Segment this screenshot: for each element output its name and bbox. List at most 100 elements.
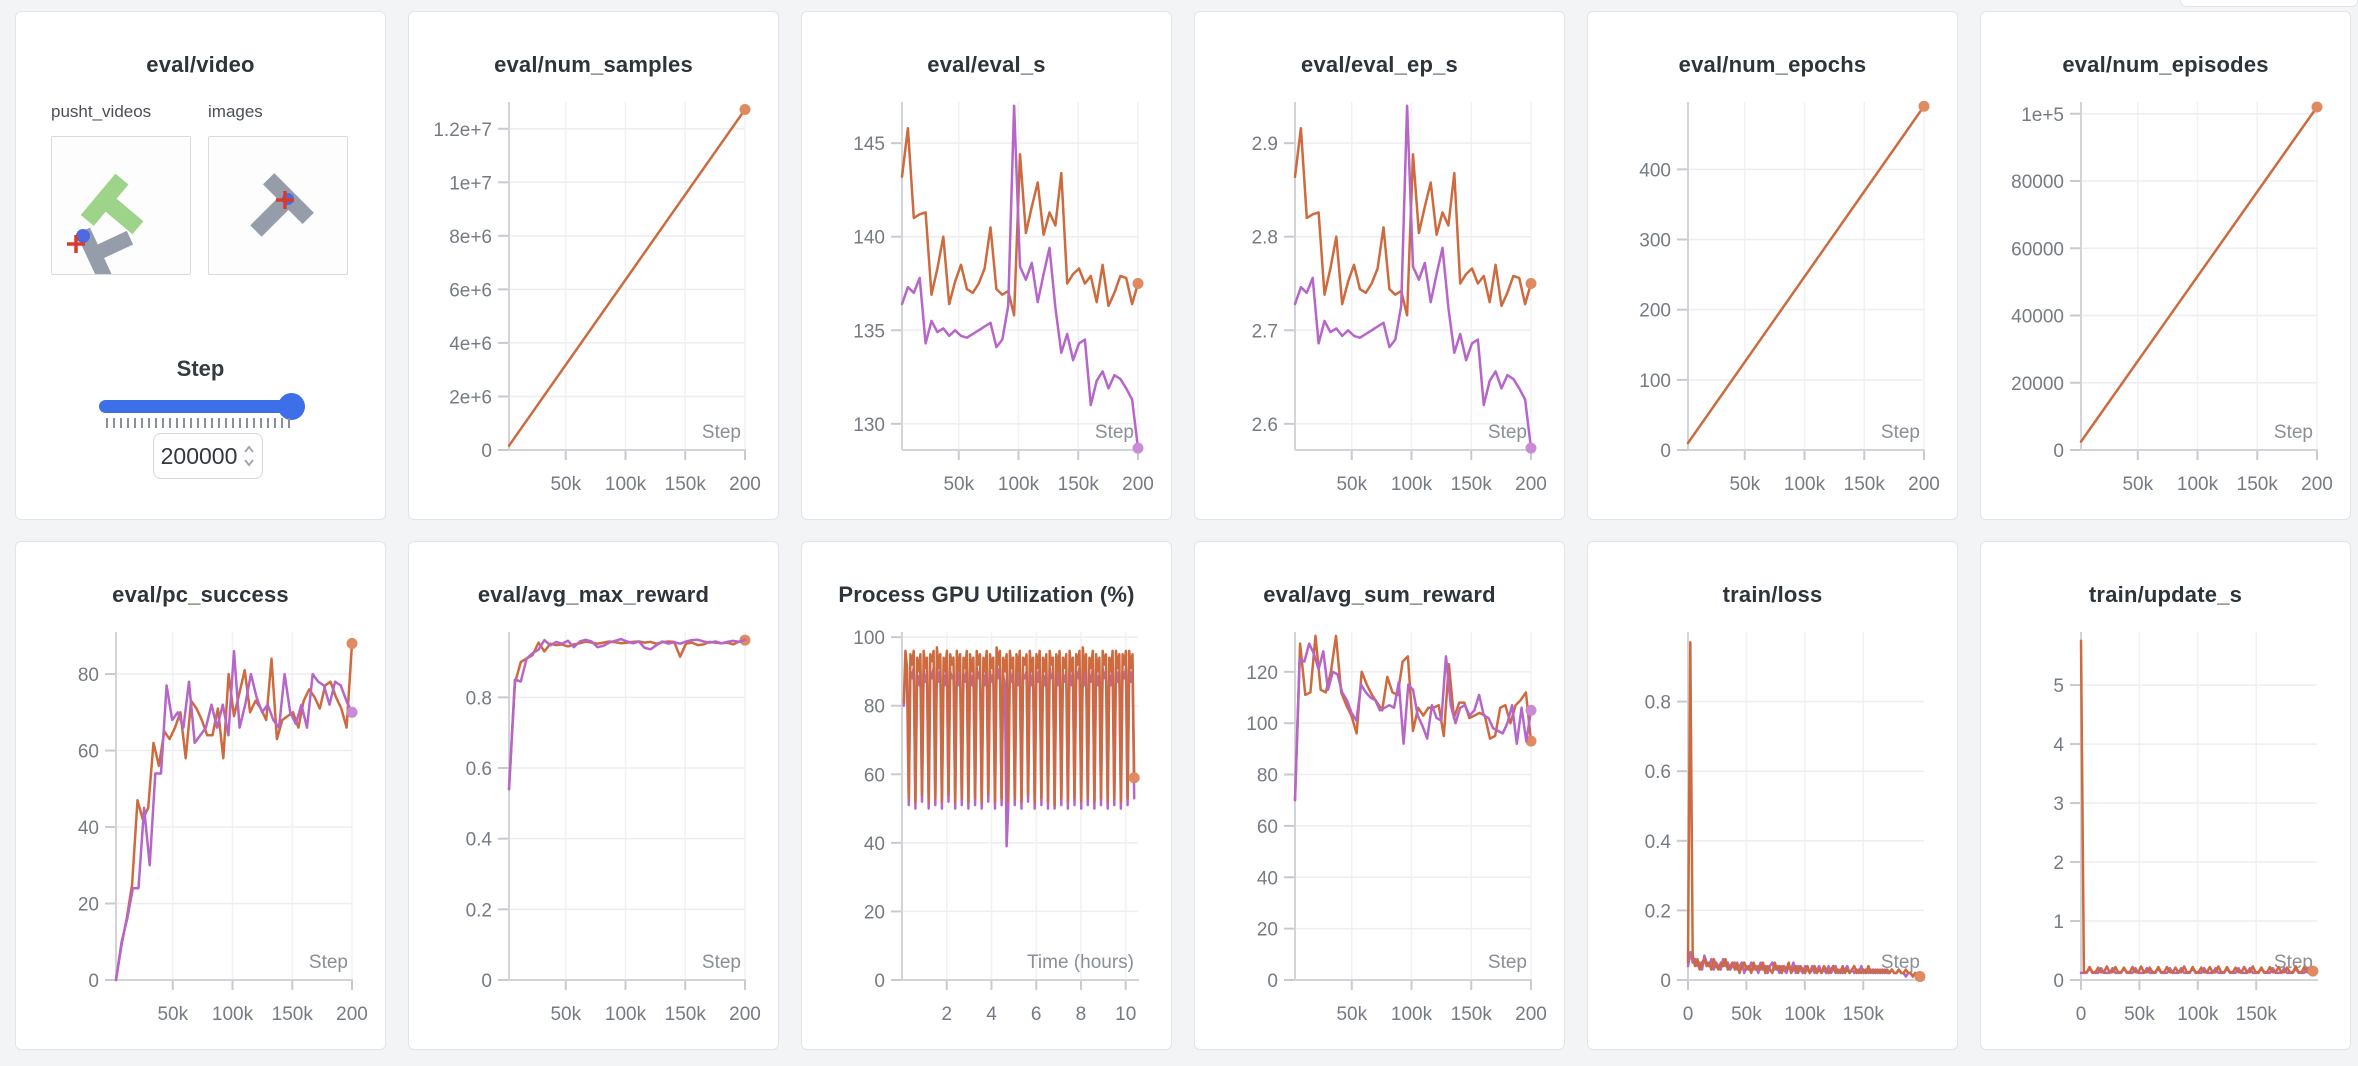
pusht-agent-dot <box>76 229 90 243</box>
x-tick-label: 2 <box>941 1004 952 1025</box>
series-line-run-purple <box>507 637 747 791</box>
series-endpoint-dot-run-orange <box>2311 101 2323 113</box>
chart-panel[interactable]: eval/num_samples 50k 100k 150k 200 0 2e+6 4e+6 6… <box>408 11 779 520</box>
chart-canvas[interactable]: 50k 100k 150k 200 0 100 200 300 400 Step <box>1588 98 1959 521</box>
series-endpoint-dot-run-orange <box>1132 277 1144 289</box>
x-tick-label: 150k <box>665 1004 707 1025</box>
series-endpoint-dot-run-purple <box>1525 704 1537 716</box>
chart-canvas[interactable]: 50k 100k 150k 200 130 135 140 145 Step <box>802 98 1173 521</box>
x-tick-label: 200 <box>1908 474 1940 495</box>
x-tick-label: 0 <box>2076 1004 2087 1025</box>
y-tick-label: 0.2 <box>466 900 492 921</box>
x-axis-label: Step <box>1881 422 1920 443</box>
x-tick-label: 50k <box>943 474 974 495</box>
y-tick-label: 0.4 <box>1645 832 1672 853</box>
chart-canvas[interactable]: 50k 100k 150k 200 0 20000 40000 60000 80000 1e+5 S… <box>1981 98 2352 521</box>
x-tick-label: 50k <box>1731 1004 1762 1025</box>
x-tick-label: 100k <box>998 474 1040 495</box>
y-tick-label: 0 <box>88 971 99 992</box>
x-tick-label: 100k <box>1784 1004 1826 1025</box>
x-tick-label: 200 <box>1122 474 1154 495</box>
step-input-value[interactable]: 200000 <box>160 442 238 469</box>
slider-thumb[interactable] <box>278 393 305 420</box>
chart-canvas[interactable]: 0 50k 100k 150k 0 0.2 0.4 0.6 0.8 Step <box>1588 628 1959 1051</box>
chart-canvas[interactable]: 50k 100k 150k 200 2.6 2.7 2.8 2.9 Step <box>1195 98 1566 521</box>
media-thumbnail-images[interactable] <box>208 136 348 275</box>
chart-title: eval/num_samples <box>494 52 693 77</box>
x-tick-label: 8 <box>1076 1004 1087 1025</box>
y-tick-label: 60 <box>864 765 885 786</box>
x-axis-label: Step <box>1095 422 1134 443</box>
chart-panel[interactable]: eval/avg_sum_reward 50k 100k 150k 200 0 20 40 60… <box>1194 541 1565 1050</box>
chart-panel[interactable]: train/update_s 0 50k 100k 150k 0 1 2 3 4 5 Step <box>1980 541 2351 1050</box>
chart-title: eval/num_epochs <box>1678 52 1867 77</box>
pusht-block-t-shape <box>250 173 314 237</box>
series-line-run-orange <box>2079 105 2319 443</box>
y-tick-label: 1e+7 <box>449 173 492 194</box>
chart-title: eval/avg_sum_reward <box>1263 582 1496 607</box>
y-tick-label: 2 <box>2053 853 2064 874</box>
x-axis-label: Step <box>702 422 741 443</box>
y-tick-label: 60 <box>1257 817 1278 838</box>
y-tick-label: 60 <box>78 742 99 763</box>
y-tick-label: 5 <box>2053 676 2064 697</box>
y-tick-label: 80 <box>1257 766 1278 787</box>
chart-canvas[interactable]: 50k 100k 150k 200 0 2e+6 4e+6 6e+6 8e+6 1e+7 1.2e+… <box>409 98 780 521</box>
step-slider[interactable] <box>99 400 304 413</box>
x-axis-label: Step <box>309 952 348 973</box>
x-tick-label: 150k <box>665 474 707 495</box>
x-tick-label: 100k <box>2177 1004 2219 1025</box>
series-line-run-orange <box>1686 641 1922 978</box>
chart-panel[interactable]: eval/eval_ep_s 50k 100k 150k 200 2.6 2.7 2.8 2.9… <box>1194 11 1565 520</box>
media-thumbnail-pusht-videos[interactable] <box>51 136 191 282</box>
chart-canvas[interactable]: 50k 100k 150k 200 0 20 40 60 80 Step <box>16 628 387 1051</box>
x-axis-label: Step <box>1488 952 1527 973</box>
y-tick-label: 40000 <box>2011 307 2064 328</box>
x-tick-label: 150k <box>2236 1004 2278 1025</box>
series-line-run-orange <box>507 638 747 791</box>
y-tick-label: 0.2 <box>1645 901 1671 922</box>
y-tick-label: 1e+5 <box>2021 105 2064 126</box>
chart-canvas[interactable]: 50k 100k 150k 200 0 0.2 0.4 0.6 0.8 Step <box>409 628 780 1051</box>
y-tick-label: 0 <box>1267 971 1278 992</box>
chart-title: train/update_s <box>2088 582 2243 607</box>
y-tick-label: 2.7 <box>1252 321 1278 342</box>
chart-panel[interactable]: eval/num_epochs 50k 100k 150k 200 0 100 200 300 4… <box>1587 11 1958 520</box>
y-tick-label: 0.4 <box>466 830 493 851</box>
chart-panel[interactable]: eval/eval_s 50k 100k 150k 200 130 135 140 145 Ste… <box>801 11 1172 520</box>
y-tick-label: 1.2e+7 <box>433 120 492 141</box>
slider-tick-marks <box>106 418 290 428</box>
y-tick-label: 100 <box>1246 714 1278 735</box>
series-line-run-orange <box>1293 634 1533 802</box>
series-endpoint-dot-run-purple <box>1132 442 1144 454</box>
x-tick-label: 100k <box>1391 1004 1433 1025</box>
x-tick-label: 50k <box>2124 1004 2155 1025</box>
y-tick-label: 6e+6 <box>449 280 492 301</box>
chart-canvas[interactable]: 50k 100k 150k 200 0 20 40 60 80 100 120 Step <box>1195 628 1566 1051</box>
chart-panel[interactable]: eval/avg_max_reward 50k 100k 150k 200 0 0.2 0.4… <box>408 541 779 1050</box>
step-input[interactable]: 200000 <box>153 433 263 479</box>
y-tick-label: 80 <box>864 697 885 718</box>
chart-panel[interactable]: train/loss 0 50k 100k 150k 0 0.2 0.4 0.6 0.8 Step <box>1587 541 1958 1050</box>
chart-panel[interactable]: Process GPU Utilization (%) 2 4 6 8 10 0 20 40 60… <box>801 541 1172 1050</box>
partial-panel-edge <box>2180 0 2358 7</box>
x-tick-label: 10 <box>1115 1004 1136 1025</box>
chart-panel[interactable]: eval/pc_success 50k 100k 150k 200 0 20 40 60 80 St… <box>15 541 386 1050</box>
media-panel-eval-video[interactable]: eval/video pusht_videos images <box>15 11 386 520</box>
stepper-arrows-icon[interactable] <box>243 443 255 469</box>
y-tick-label: 80 <box>78 665 99 686</box>
y-tick-label: 20000 <box>2011 374 2064 395</box>
y-tick-label: 145 <box>853 134 885 155</box>
panel-title: eval/video <box>146 52 255 77</box>
y-tick-label: 0.8 <box>1645 693 1671 714</box>
y-tick-label: 0 <box>481 441 492 462</box>
y-tick-label: 0 <box>1660 441 1671 462</box>
chart-panel[interactable]: eval/num_episodes 50k 100k 150k 200 0 20000 400… <box>1980 11 2351 520</box>
y-tick-label: 2e+6 <box>449 387 492 408</box>
x-tick-label: 150k <box>1843 1004 1885 1025</box>
y-tick-label: 20 <box>864 902 885 923</box>
y-tick-label: 135 <box>853 321 885 342</box>
y-tick-label: 0.6 <box>466 759 492 780</box>
